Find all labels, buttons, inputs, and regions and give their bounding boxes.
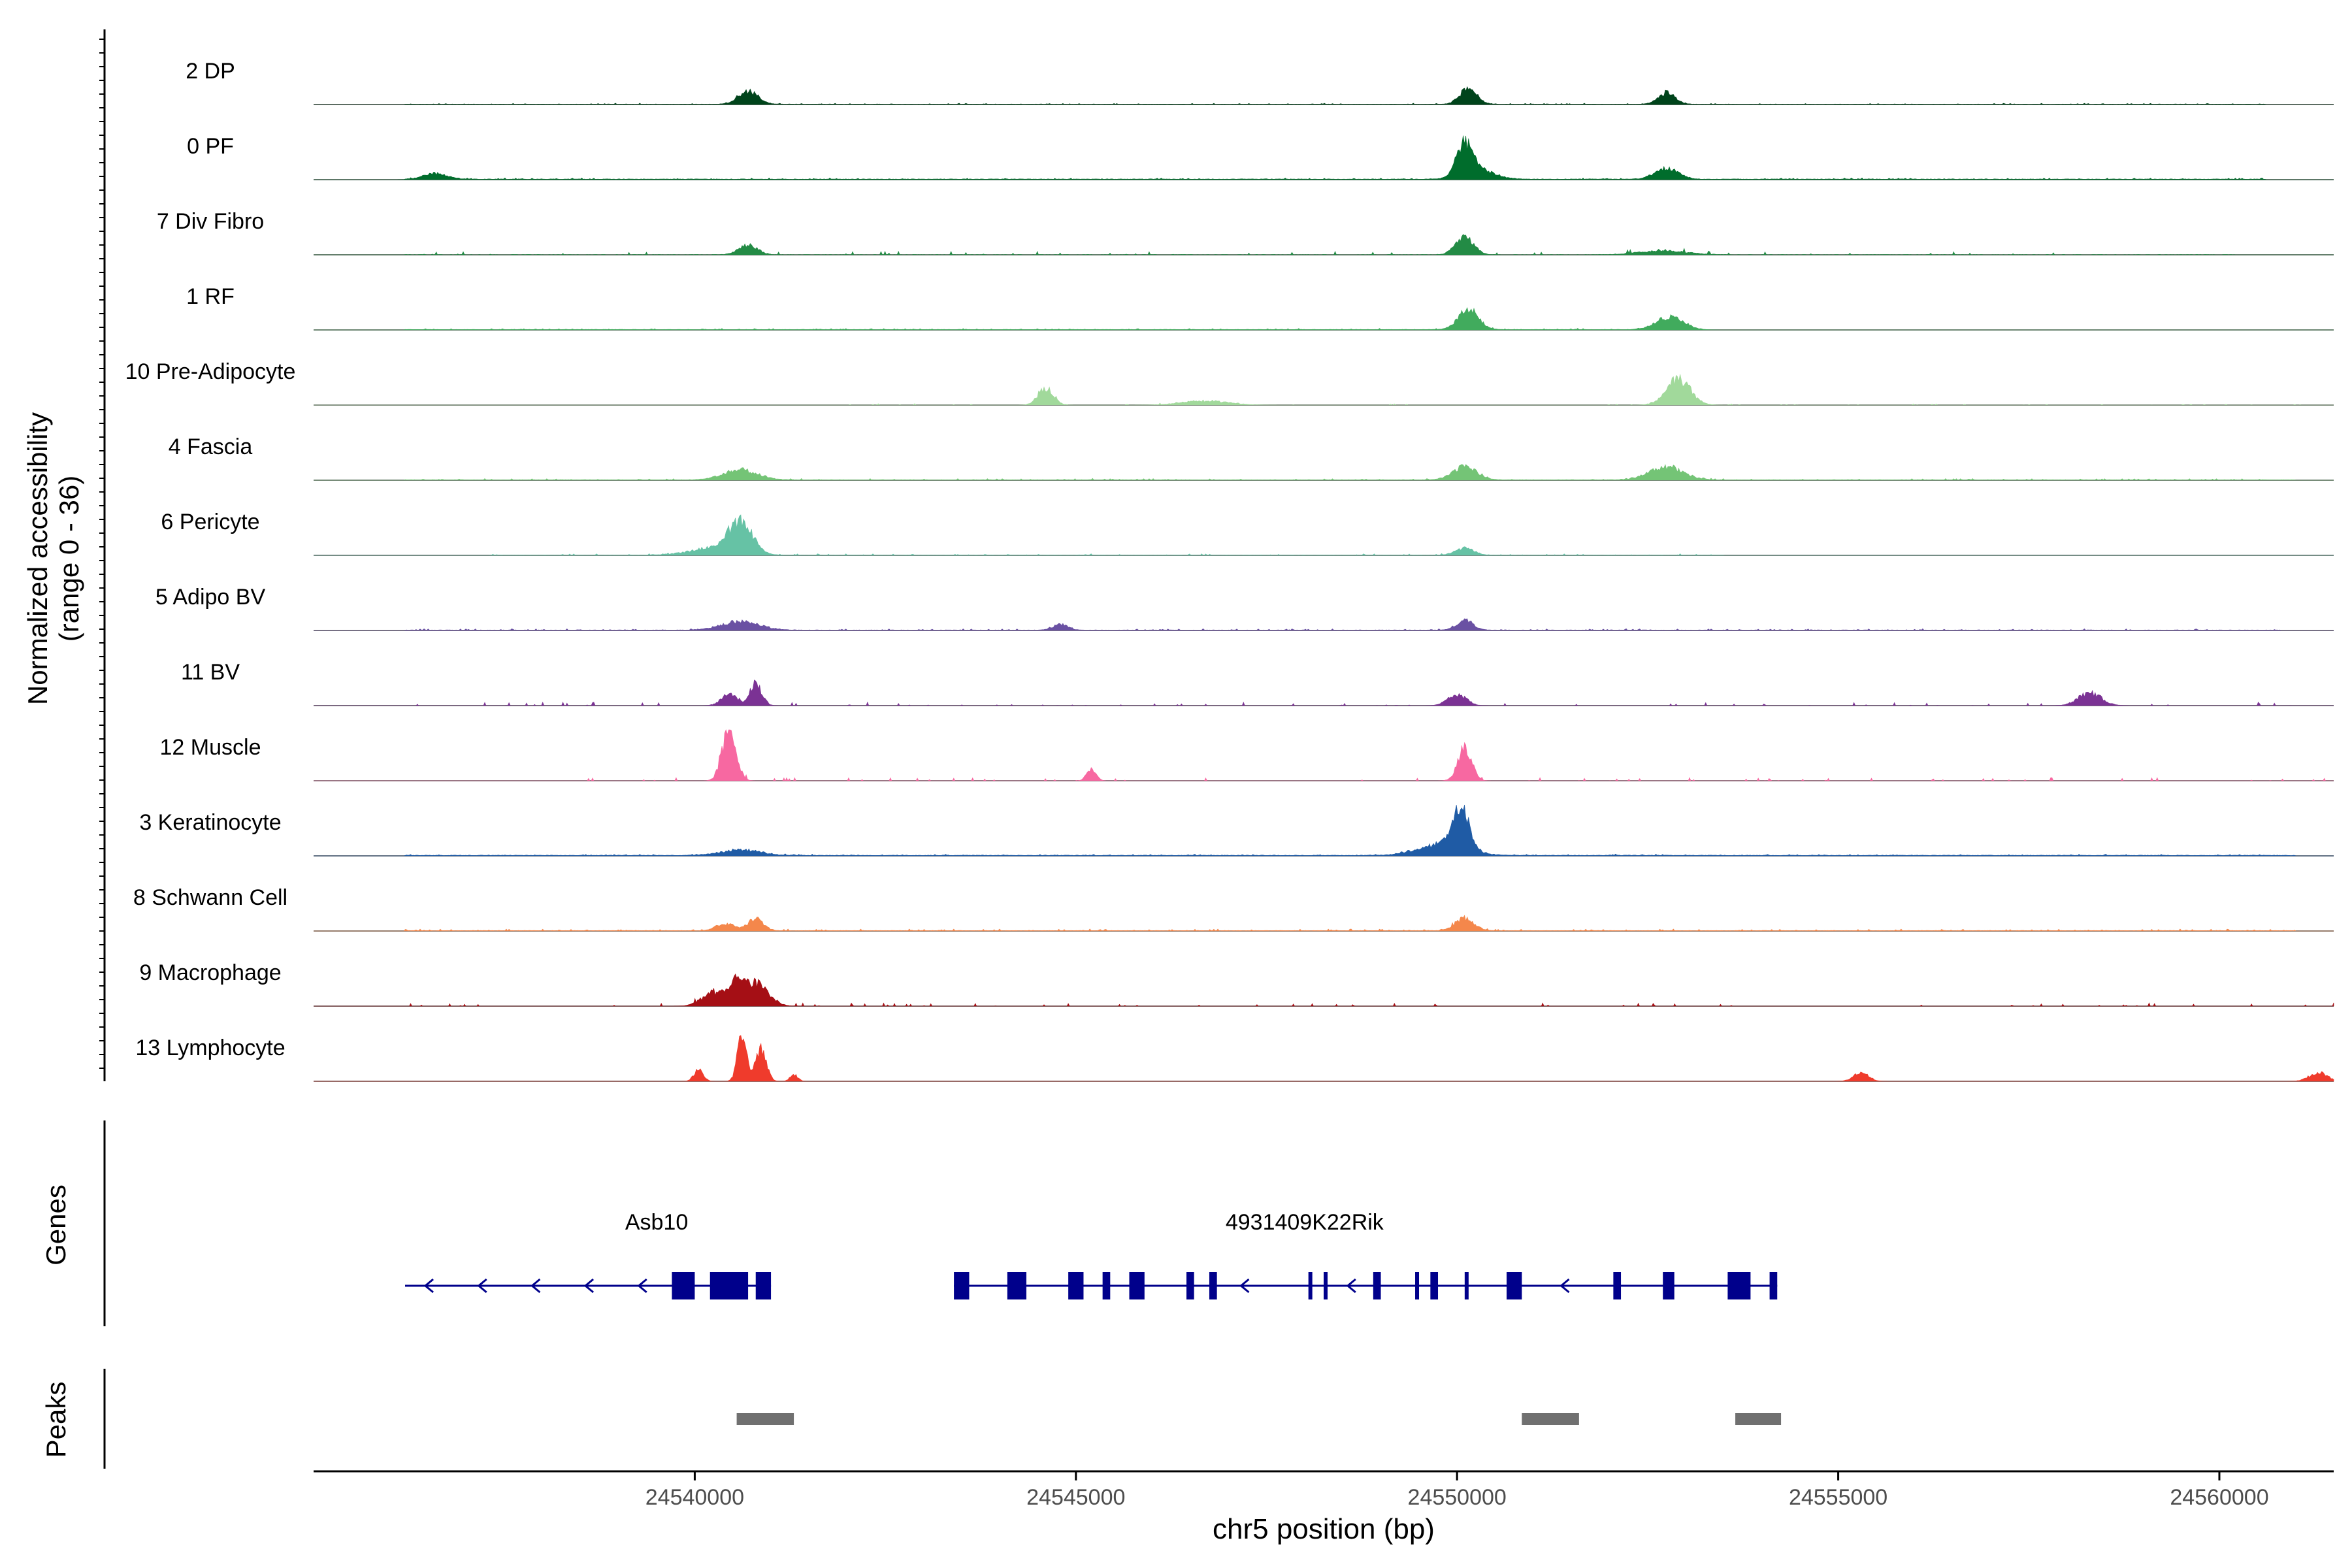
- exon: [1373, 1272, 1381, 1299]
- coverage-area: [314, 374, 2334, 406]
- coverage-area: [314, 679, 2334, 706]
- peak-regions: [736, 1413, 1782, 1425]
- gene-name: Asb10: [625, 1210, 688, 1235]
- strand-arrow: [637, 1278, 647, 1294]
- track-label: 0 PF: [187, 134, 234, 159]
- x-tick-label: 24555000: [1789, 1485, 1887, 1510]
- track-2: 0 PF: [187, 134, 2334, 180]
- y-axis-label: Normalized accessibility: [22, 412, 53, 705]
- exon: [954, 1272, 970, 1299]
- exon: [1324, 1272, 1328, 1299]
- x-tick-label: 24560000: [2170, 1485, 2268, 1510]
- track-label: 11 BV: [181, 660, 240, 685]
- exon: [1068, 1272, 1084, 1299]
- strand-arrow: [423, 1278, 434, 1294]
- peaks-panel-label: Peaks: [41, 1382, 71, 1458]
- x-axis-label: chr5 position (bp): [1213, 1513, 1435, 1545]
- track-1: 2 DP: [186, 59, 2334, 105]
- coverage-area: [314, 1035, 2334, 1082]
- track-label: 8 Schwann Cell: [133, 885, 287, 910]
- strand-arrow: [1239, 1278, 1250, 1294]
- coverage-area: [314, 618, 2334, 631]
- track-label: 1 RF: [186, 284, 235, 309]
- exon: [1769, 1272, 1778, 1299]
- coverage-area: [314, 729, 2334, 781]
- x-tick-label: 24550000: [1408, 1485, 1507, 1510]
- track-11: 3 Keratinocyte: [139, 804, 2334, 857]
- track-label: 5 Adipo BV: [155, 585, 266, 610]
- strand-arrow: [531, 1278, 541, 1294]
- track-label: 9 Macrophage: [139, 960, 281, 985]
- exon: [1186, 1272, 1194, 1299]
- track-8: 5 Adipo BV: [155, 585, 2334, 631]
- track-label: 12 Muscle: [160, 735, 261, 760]
- track-10: 12 Muscle: [160, 729, 2334, 781]
- gene-name: 4931409K22Rik: [1226, 1210, 1384, 1235]
- y-axis-range-label: (range 0 - 36): [54, 476, 84, 642]
- exon: [1430, 1272, 1439, 1299]
- track-14: 13 Lymphocyte: [135, 1035, 2334, 1082]
- exon: [1727, 1272, 1751, 1299]
- exon: [1415, 1272, 1420, 1299]
- track-label: 6 Pericyte: [161, 510, 259, 534]
- track-label: 4 Fascia: [169, 434, 253, 459]
- exon: [755, 1272, 772, 1299]
- track-label: 7 Div Fibro: [157, 209, 264, 234]
- peak-region: [1522, 1413, 1579, 1425]
- accessibility-tracks: 2 DP 0 PF 7 Div Fibro 1 RF 10 Pre-Adipocyte 4…: [125, 59, 2334, 1082]
- track-6: 4 Fascia: [169, 434, 2334, 481]
- x-tick-label: 24540000: [645, 1485, 744, 1510]
- gene-annotations: Asb10 4931409K22Rik: [405, 1210, 1778, 1299]
- track-label: 3 Keratinocyte: [139, 810, 281, 835]
- exon: [1464, 1272, 1469, 1299]
- gene-4931409k22rik: 4931409K22Rik: [954, 1210, 1778, 1299]
- track-4: 1 RF: [186, 284, 2334, 331]
- coverage-area: [314, 135, 2334, 180]
- track-label: 10 Pre-Adipocyte: [125, 359, 296, 384]
- x-tick-label: 24545000: [1026, 1485, 1125, 1510]
- track-label: 13 Lymphocyte: [135, 1036, 285, 1060]
- exon: [672, 1272, 695, 1299]
- track-9: 11 BV: [181, 660, 2334, 706]
- track-7: 6 Pericyte: [161, 510, 2334, 556]
- track-label: 2 DP: [186, 59, 235, 84]
- peak-region: [1735, 1413, 1782, 1425]
- coverage-area: [314, 307, 2334, 331]
- x-axis-ticks: 24540000 24545000 24550000 24555000 24560000: [645, 1471, 2269, 1510]
- strand-arrow: [1346, 1278, 1356, 1294]
- gene-asb10: Asb10: [405, 1210, 772, 1299]
- exon: [1613, 1272, 1622, 1299]
- exon: [1129, 1272, 1145, 1299]
- coverage-area: [314, 973, 2334, 1007]
- exon: [1007, 1272, 1026, 1299]
- exon: [1663, 1272, 1674, 1299]
- peak-region: [736, 1413, 794, 1425]
- genes-panel-label: Genes: [41, 1184, 71, 1266]
- coverage-area: [314, 804, 2334, 857]
- exon: [710, 1272, 749, 1299]
- coverage-area: [314, 464, 2334, 481]
- exon: [1507, 1272, 1522, 1299]
- coverage-area: [314, 86, 2334, 105]
- track-13: 9 Macrophage: [139, 960, 2334, 1007]
- coverage-area: [314, 915, 2334, 932]
- track-3: 7 Div Fibro: [157, 209, 2334, 255]
- y-axis-ticks: [99, 39, 105, 1069]
- strand-arrow: [583, 1278, 595, 1294]
- strand-arrow: [1560, 1278, 1570, 1294]
- exon: [1308, 1272, 1313, 1299]
- exon: [1209, 1272, 1217, 1299]
- track-5: 10 Pre-Adipocyte: [125, 359, 2334, 406]
- coverage-area: [314, 234, 2334, 255]
- strand-arrow: [477, 1278, 487, 1294]
- track-12: 8 Schwann Cell: [133, 885, 2334, 932]
- exon: [1102, 1272, 1111, 1299]
- coverage-area: [314, 514, 2334, 556]
